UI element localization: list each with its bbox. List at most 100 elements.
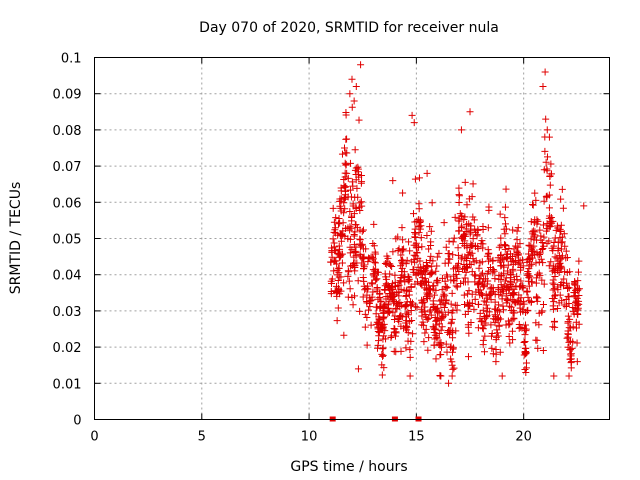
data-point xyxy=(402,344,410,352)
data-point xyxy=(410,241,418,249)
data-point xyxy=(462,227,470,235)
data-point xyxy=(557,195,565,203)
data-point xyxy=(512,282,520,290)
data-point xyxy=(342,111,350,119)
data-point xyxy=(462,255,470,263)
data-point xyxy=(529,200,537,208)
data-point xyxy=(381,260,389,268)
data-point xyxy=(369,288,377,296)
data-point xyxy=(407,283,415,291)
data-point xyxy=(334,276,342,284)
data-point xyxy=(350,97,358,105)
data-point xyxy=(555,268,563,276)
data-point xyxy=(519,262,527,270)
data-point xyxy=(403,323,411,331)
data-point xyxy=(435,320,443,328)
data-point xyxy=(549,305,557,313)
data-point xyxy=(539,347,547,355)
data-point xyxy=(396,277,404,285)
data-point xyxy=(356,206,364,214)
data-point xyxy=(381,286,389,294)
data-point xyxy=(496,348,504,356)
data-point xyxy=(515,320,523,328)
data-point xyxy=(376,290,384,298)
data-point xyxy=(474,280,482,288)
data-point xyxy=(552,226,560,234)
data-point xyxy=(574,268,582,276)
data-point xyxy=(375,332,383,340)
data-point xyxy=(425,245,433,253)
data-point xyxy=(528,247,536,255)
data-point xyxy=(351,247,359,255)
data-point xyxy=(422,259,430,267)
data-point xyxy=(399,247,407,255)
data-point xyxy=(523,258,531,266)
data-point xyxy=(551,273,559,281)
data-point xyxy=(406,317,414,325)
data-point xyxy=(522,368,530,376)
data-point xyxy=(442,299,450,307)
data-point xyxy=(491,275,499,283)
y-tick-label: 0.04 xyxy=(53,269,82,284)
data-point xyxy=(352,176,360,184)
data-point xyxy=(465,195,473,203)
data-point xyxy=(477,271,485,279)
data-point xyxy=(478,237,486,245)
data-point xyxy=(391,282,399,290)
data-point xyxy=(424,291,432,299)
data-point xyxy=(423,315,431,323)
data-point xyxy=(336,290,344,298)
data-point xyxy=(496,308,504,316)
data-point xyxy=(338,230,346,238)
data-point xyxy=(481,314,489,322)
data-point xyxy=(337,184,345,192)
data-point xyxy=(327,258,335,266)
data-point xyxy=(338,259,346,267)
data-point xyxy=(489,269,497,277)
data-point xyxy=(464,323,472,331)
data-point xyxy=(580,202,588,210)
data-point xyxy=(379,351,387,359)
data-point xyxy=(337,237,345,245)
data-point xyxy=(390,299,398,307)
data-point xyxy=(575,320,583,328)
data-point xyxy=(417,222,425,230)
data-point xyxy=(415,200,423,208)
data-point xyxy=(453,283,461,291)
data-point xyxy=(404,276,412,284)
data-point xyxy=(389,308,397,316)
data-point xyxy=(399,189,407,197)
y-tick-label: 0 xyxy=(73,414,81,429)
data-point xyxy=(407,337,415,345)
data-point xyxy=(484,250,492,258)
data-point xyxy=(382,300,390,308)
data-point xyxy=(535,269,543,277)
data-point xyxy=(493,326,501,334)
data-point xyxy=(398,224,406,232)
data-point xyxy=(457,223,465,231)
data-point xyxy=(372,275,380,283)
data-point xyxy=(532,196,540,204)
data-point xyxy=(391,271,399,279)
x-tick-label: 5 xyxy=(198,430,206,445)
data-point xyxy=(480,297,488,305)
data-point xyxy=(573,358,581,366)
data-point xyxy=(558,185,566,193)
data-point xyxy=(348,75,356,83)
data-point xyxy=(416,266,424,274)
data-point xyxy=(329,235,337,243)
data-point xyxy=(465,287,473,295)
data-point xyxy=(329,204,337,212)
data-point xyxy=(532,274,540,282)
data-point xyxy=(521,337,529,345)
data-point xyxy=(467,242,475,250)
data-point xyxy=(342,149,350,157)
data-point xyxy=(489,350,497,358)
data-point xyxy=(413,303,421,311)
data-point xyxy=(500,241,508,249)
data-point xyxy=(534,344,542,352)
data-point xyxy=(340,279,348,287)
data-point xyxy=(474,225,482,233)
data-point xyxy=(516,304,524,312)
data-point xyxy=(432,267,440,275)
